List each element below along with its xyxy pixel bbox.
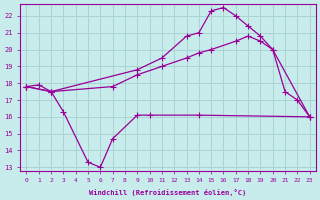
X-axis label: Windchill (Refroidissement éolien,°C): Windchill (Refroidissement éolien,°C): [90, 189, 247, 196]
